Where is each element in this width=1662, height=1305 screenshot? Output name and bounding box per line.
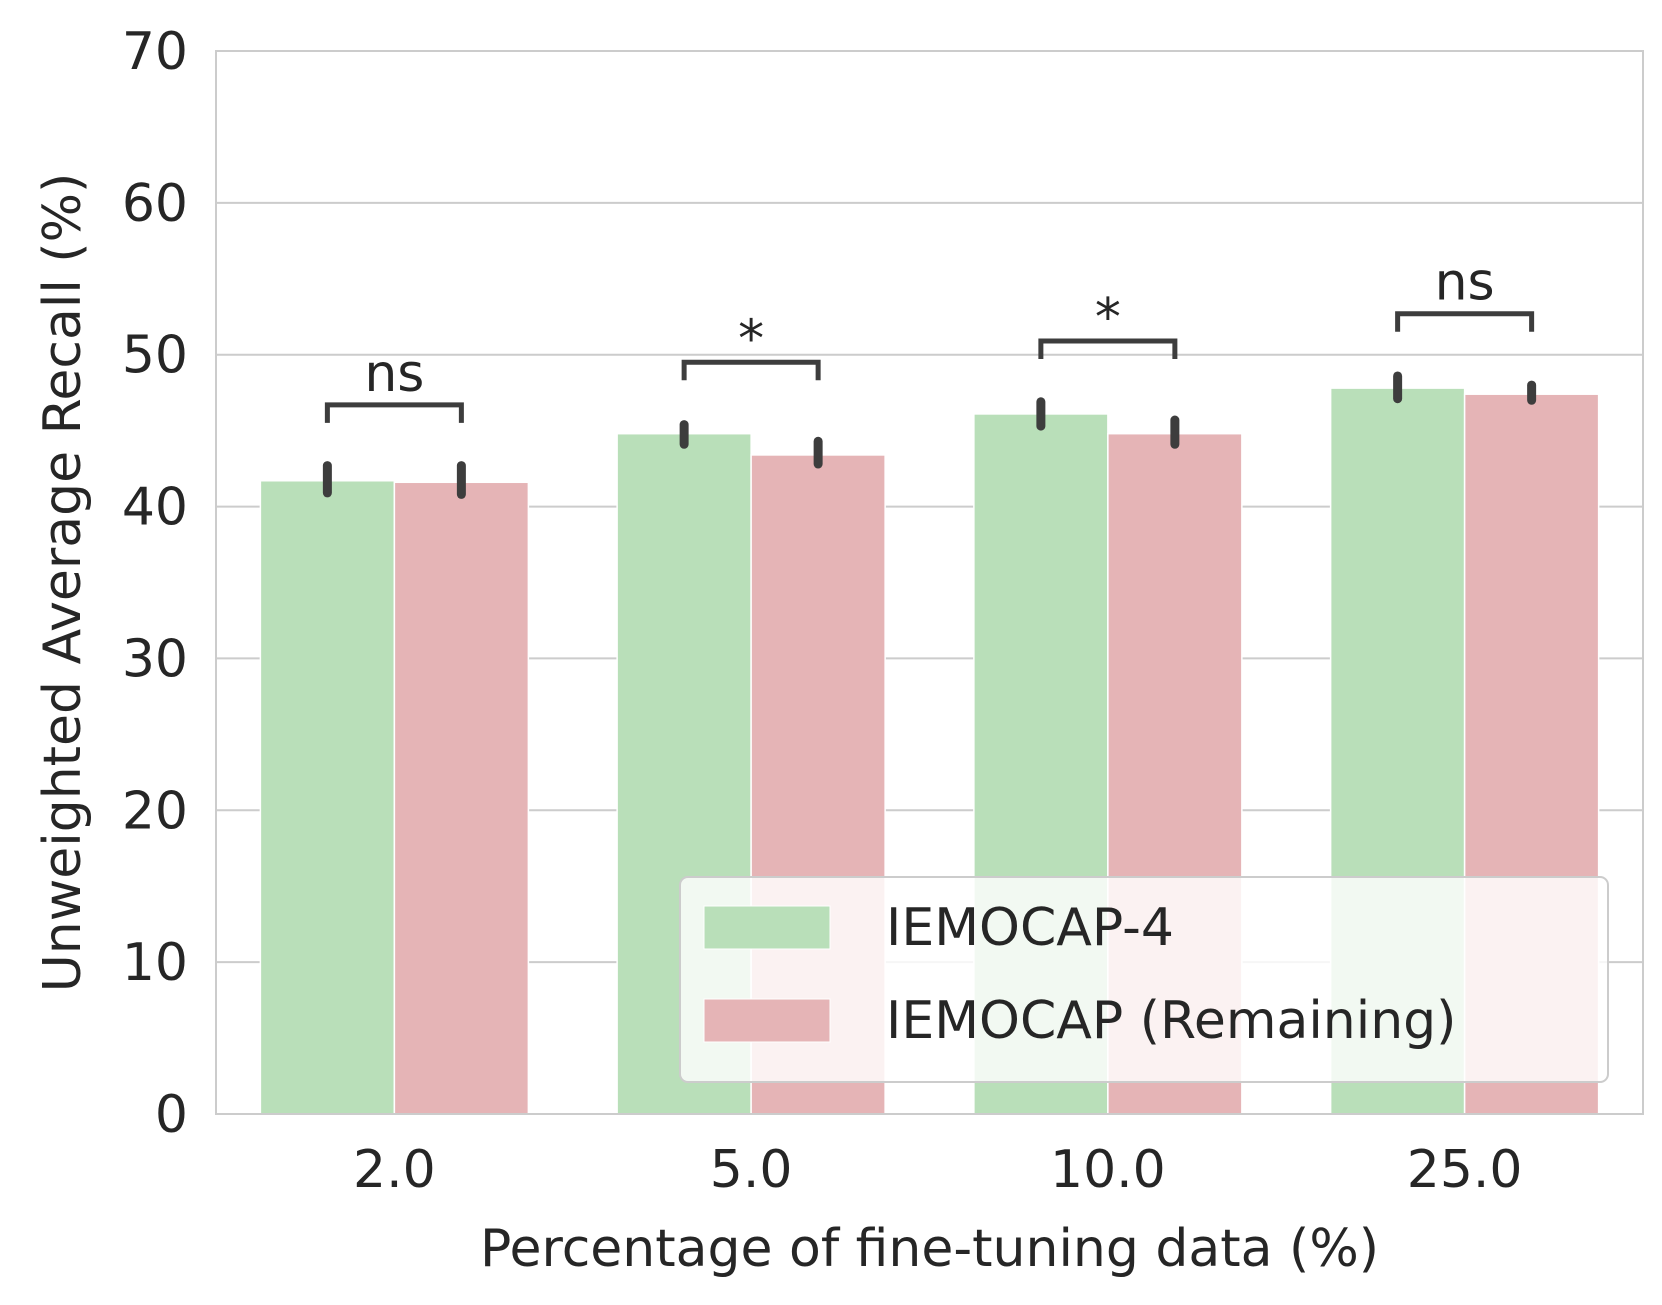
significance-label-5.0: * <box>738 309 764 369</box>
legend-swatch-remaining <box>703 998 831 1043</box>
bar-remaining-2.0 <box>393 481 530 1115</box>
y-tick-30: 30 <box>122 629 188 689</box>
y-tick-labels: 0 10 20 30 40 50 60 70 <box>122 22 188 1145</box>
error-bars <box>322 371 1537 499</box>
significance-bracket-5.0 <box>681 359 821 381</box>
x-tick-25.0: 25.0 <box>1407 1140 1523 1200</box>
y-tick-10: 10 <box>122 933 188 993</box>
legend-label-iemocap4: IEMOCAP-4 <box>886 898 1174 958</box>
bar-iemocap4-2.0 <box>259 480 396 1115</box>
x-tick-5.0: 5.0 <box>710 1140 793 1200</box>
y-tick-40: 40 <box>122 478 188 538</box>
significance-bracket-2.0 <box>324 402 464 423</box>
x-tick-2.0: 2.0 <box>353 1140 436 1200</box>
legend-label-remaining: IEMOCAP (Remaining) <box>886 991 1456 1051</box>
significance-bracket-10.0 <box>1038 338 1178 360</box>
x-tick-labels: 2.0 5.0 10.0 25.0 <box>353 1140 1522 1200</box>
significance-bracket-25.0 <box>1395 311 1535 332</box>
y-axis-label: Unweighted Average Recall (%) <box>33 173 93 993</box>
y-tick-70: 70 <box>122 22 188 82</box>
significance-annotations: ns * * ns <box>324 253 1535 423</box>
legend-swatch-iemocap4 <box>703 905 831 950</box>
y-tick-20: 20 <box>122 781 188 841</box>
significance-label-2.0: ns <box>364 344 424 404</box>
legend-box <box>679 876 1609 1083</box>
legend: IEMOCAP-4 IEMOCAP (Remaining) <box>679 876 1609 1083</box>
x-axis-label: Percentage of fine-tuning data (%) <box>480 1219 1379 1279</box>
x-tick-10.0: 10.0 <box>1050 1140 1166 1200</box>
significance-label-10.0: * <box>1095 288 1121 348</box>
y-tick-0: 0 <box>155 1085 188 1145</box>
plot-frame <box>215 50 1644 1115</box>
y-tick-50: 50 <box>122 326 188 386</box>
significance-label-25.0: ns <box>1435 253 1495 313</box>
y-tick-60: 60 <box>122 174 188 234</box>
